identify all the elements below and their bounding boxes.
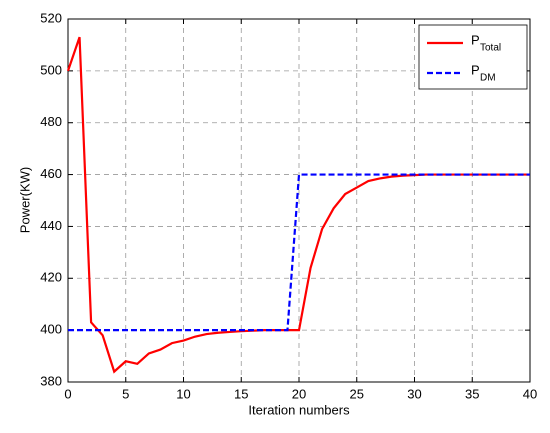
plot-frame	[67, 18, 531, 383]
legend-box	[418, 24, 528, 90]
x-tick-label: 20	[292, 386, 306, 401]
x-tick-label: 10	[176, 386, 190, 401]
data-line	[66, 36, 530, 374]
y-tick-label: 520	[40, 10, 62, 25]
legend-label: P	[471, 32, 480, 47]
y-tick-label: 380	[40, 373, 62, 388]
x-axis-label: Iteration numbers	[248, 402, 350, 417]
y-tick-label: 500	[40, 62, 62, 77]
y-tick-label: 480	[40, 114, 62, 129]
x-tick-label: 0	[64, 386, 71, 401]
y-tick-label: 400	[40, 322, 62, 337]
x-tick-label: 35	[465, 386, 479, 401]
x-tick-label: 5	[122, 386, 129, 401]
data-line	[68, 173, 530, 332]
y-tick-label: 420	[40, 270, 62, 285]
y-tick-label: 440	[40, 218, 62, 233]
legend-subscript: Total	[480, 43, 501, 54]
y-tick-label: 460	[40, 166, 62, 181]
x-tick-label: 15	[234, 386, 248, 401]
x-tick-label: 30	[407, 386, 421, 401]
x-tick-label: 40	[523, 386, 537, 401]
legend-subscript: DM	[480, 73, 496, 84]
y-axis-label: Power(KW)	[17, 167, 32, 233]
x-tick-label: 25	[350, 386, 364, 401]
legend-label: P	[471, 62, 480, 77]
